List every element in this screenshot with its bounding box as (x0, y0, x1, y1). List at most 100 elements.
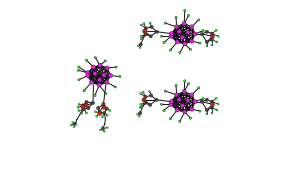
Circle shape (175, 108, 179, 112)
Circle shape (105, 107, 108, 110)
Circle shape (139, 43, 142, 46)
Circle shape (175, 84, 177, 87)
Circle shape (150, 25, 153, 29)
Circle shape (93, 72, 97, 76)
Circle shape (205, 108, 209, 112)
Circle shape (106, 127, 108, 129)
Circle shape (175, 16, 177, 19)
Circle shape (193, 32, 197, 36)
Circle shape (106, 114, 108, 116)
Circle shape (137, 45, 139, 47)
Circle shape (85, 112, 88, 114)
Circle shape (86, 74, 90, 78)
Circle shape (163, 109, 165, 112)
Circle shape (169, 118, 172, 120)
Circle shape (78, 110, 80, 112)
Circle shape (98, 78, 102, 82)
Circle shape (140, 103, 142, 105)
Circle shape (163, 41, 165, 44)
Circle shape (202, 98, 204, 100)
Circle shape (211, 102, 215, 106)
Circle shape (189, 48, 192, 51)
Circle shape (142, 91, 144, 93)
Circle shape (78, 103, 80, 105)
Circle shape (101, 116, 103, 118)
Circle shape (210, 106, 214, 109)
Circle shape (82, 108, 86, 111)
Circle shape (91, 65, 95, 69)
Circle shape (149, 94, 153, 97)
Circle shape (183, 110, 187, 114)
Circle shape (174, 25, 179, 29)
Circle shape (160, 103, 163, 105)
Circle shape (160, 35, 163, 37)
Circle shape (206, 113, 208, 115)
Circle shape (143, 23, 145, 25)
Circle shape (114, 86, 116, 88)
Circle shape (187, 14, 190, 17)
Circle shape (205, 40, 209, 44)
Circle shape (182, 22, 186, 26)
Circle shape (102, 73, 106, 77)
Circle shape (182, 90, 186, 94)
Circle shape (149, 22, 151, 24)
Circle shape (140, 93, 142, 94)
Circle shape (205, 30, 209, 33)
Circle shape (105, 66, 109, 70)
Circle shape (80, 112, 83, 114)
Circle shape (136, 113, 139, 115)
Circle shape (180, 103, 185, 108)
Circle shape (138, 115, 140, 117)
Circle shape (97, 83, 101, 87)
Circle shape (211, 112, 213, 114)
Circle shape (202, 29, 204, 32)
Circle shape (115, 66, 117, 68)
Circle shape (149, 91, 151, 93)
Circle shape (85, 100, 88, 104)
Circle shape (193, 100, 197, 104)
Circle shape (206, 45, 208, 47)
Circle shape (83, 90, 85, 92)
Circle shape (143, 101, 147, 105)
Circle shape (169, 34, 173, 38)
Circle shape (211, 34, 215, 38)
Circle shape (170, 32, 174, 36)
Circle shape (164, 22, 166, 24)
Circle shape (149, 35, 152, 38)
Circle shape (105, 80, 109, 84)
Circle shape (84, 103, 88, 108)
Circle shape (189, 117, 192, 119)
Circle shape (138, 111, 142, 115)
Circle shape (184, 80, 186, 82)
Circle shape (200, 100, 203, 103)
Circle shape (140, 38, 142, 40)
Circle shape (184, 9, 186, 12)
Circle shape (140, 24, 142, 26)
Circle shape (199, 42, 201, 44)
Circle shape (96, 115, 98, 117)
Circle shape (94, 94, 96, 97)
Circle shape (77, 106, 79, 108)
Circle shape (119, 75, 121, 78)
Circle shape (102, 105, 106, 109)
Circle shape (186, 30, 190, 35)
Circle shape (210, 100, 214, 103)
Circle shape (98, 111, 101, 114)
Circle shape (91, 101, 95, 105)
Circle shape (80, 105, 85, 109)
Circle shape (217, 103, 219, 105)
Circle shape (77, 69, 80, 71)
Circle shape (180, 35, 185, 40)
Circle shape (109, 110, 111, 112)
Circle shape (103, 111, 106, 115)
Circle shape (85, 59, 88, 61)
Circle shape (86, 71, 90, 75)
Circle shape (73, 126, 75, 128)
Circle shape (169, 49, 172, 51)
Circle shape (175, 40, 179, 44)
Circle shape (99, 129, 101, 131)
Circle shape (105, 92, 107, 95)
Circle shape (187, 82, 190, 85)
Circle shape (179, 51, 181, 54)
Circle shape (140, 35, 142, 37)
